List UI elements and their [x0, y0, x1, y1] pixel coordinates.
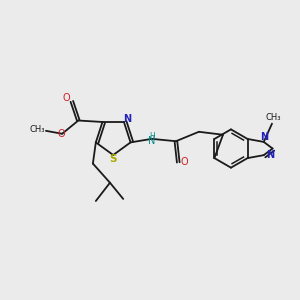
Text: N: N [260, 132, 268, 142]
Text: CH₃: CH₃ [266, 113, 281, 122]
Text: O: O [63, 93, 70, 103]
Text: O: O [181, 157, 188, 166]
Text: CH₃: CH₃ [30, 125, 45, 134]
Text: N: N [123, 114, 131, 124]
Text: O: O [58, 129, 65, 139]
Text: N: N [148, 136, 155, 146]
Text: N: N [266, 150, 274, 160]
Text: H: H [149, 132, 155, 141]
Text: S: S [109, 154, 116, 164]
